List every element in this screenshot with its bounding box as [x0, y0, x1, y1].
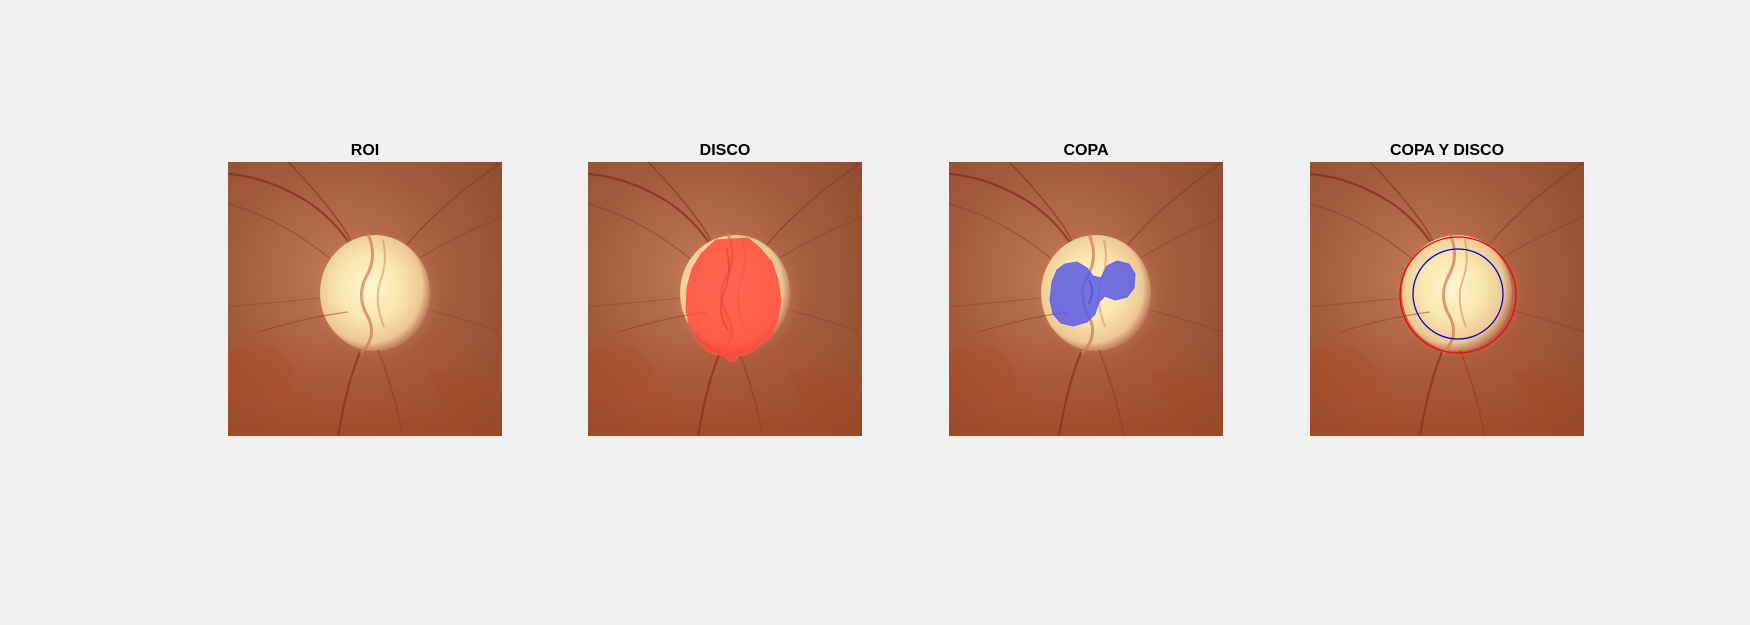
panel-title-disco: DISCO: [699, 142, 751, 159]
copa-fundus-image: [949, 162, 1223, 436]
disc-mask-overlay: [685, 237, 782, 363]
disco-fundus-image: [588, 162, 862, 436]
panel-copa-y-disco: COPA Y DISCO: [1310, 142, 1584, 436]
roi-fundus-image: [228, 162, 502, 436]
panel-disco: DISCO: [588, 142, 862, 436]
panel-title-copa-y-disco: COPA Y DISCO: [1389, 142, 1505, 159]
copa-y-disco-fundus-image: [1310, 162, 1584, 436]
panel-title-roi: ROI: [350, 142, 380, 159]
panel-copa: COPA: [949, 142, 1223, 436]
panel-roi: ROI: [228, 142, 502, 436]
cup-contour-circle: [1412, 248, 1504, 340]
panel-title-copa: COPA: [1063, 142, 1109, 159]
disc-contour-circle: [1399, 236, 1517, 354]
